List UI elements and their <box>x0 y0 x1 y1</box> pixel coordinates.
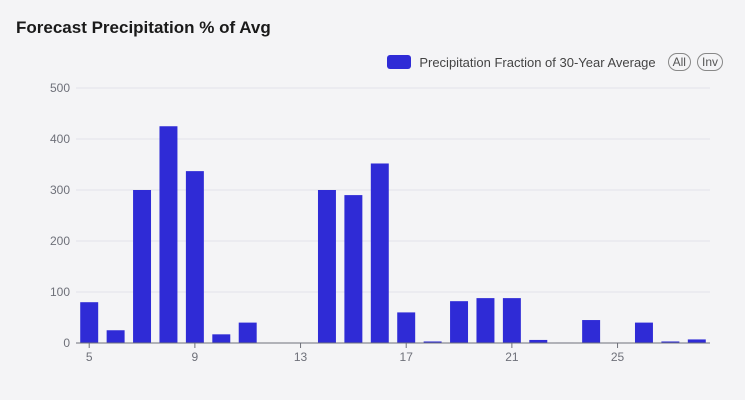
x-tick-label: 5 <box>86 350 93 364</box>
bar[interactable] <box>133 190 152 343</box>
bar[interactable] <box>238 322 257 343</box>
bar[interactable] <box>317 190 336 343</box>
bar[interactable] <box>212 334 231 343</box>
bar[interactable] <box>502 298 521 343</box>
bar[interactable] <box>582 320 601 343</box>
x-tick-label: 25 <box>611 350 625 364</box>
y-tick-label: 0 <box>63 336 70 350</box>
legend-inv-button[interactable]: Inv <box>696 53 723 71</box>
chart-title: Forecast Precipitation % of Avg <box>16 18 271 37</box>
bar[interactable] <box>159 126 178 343</box>
bar[interactable] <box>687 339 706 343</box>
legend-series-label[interactable]: Precipitation Fraction of 30-Year Averag… <box>419 54 656 70</box>
legend-all-button[interactable]: All <box>667 53 691 71</box>
bar[interactable] <box>185 171 204 343</box>
x-tick-label: 13 <box>294 350 308 364</box>
bar[interactable] <box>476 298 495 343</box>
bar[interactable] <box>80 302 99 343</box>
bar[interactable] <box>370 163 389 343</box>
x-tick-label: 17 <box>400 350 414 364</box>
x-tick-label: 9 <box>192 350 199 364</box>
y-tick-label: 500 <box>50 81 70 95</box>
bar[interactable] <box>397 312 416 343</box>
bar[interactable] <box>450 301 469 343</box>
bar[interactable] <box>106 330 125 343</box>
y-tick-label: 100 <box>50 285 70 299</box>
bar[interactable] <box>529 339 548 343</box>
bar[interactable] <box>661 341 680 343</box>
bar[interactable] <box>634 322 653 343</box>
y-tick-label: 200 <box>50 234 70 248</box>
x-tick-label: 21 <box>505 350 519 364</box>
bar[interactable] <box>423 341 442 343</box>
y-tick-label: 400 <box>50 132 70 146</box>
bar[interactable] <box>344 195 363 343</box>
legend-swatch[interactable] <box>387 55 412 69</box>
legend: Precipitation Fraction of 30-Year Averag… <box>387 53 723 71</box>
y-tick-label: 300 <box>50 183 70 197</box>
